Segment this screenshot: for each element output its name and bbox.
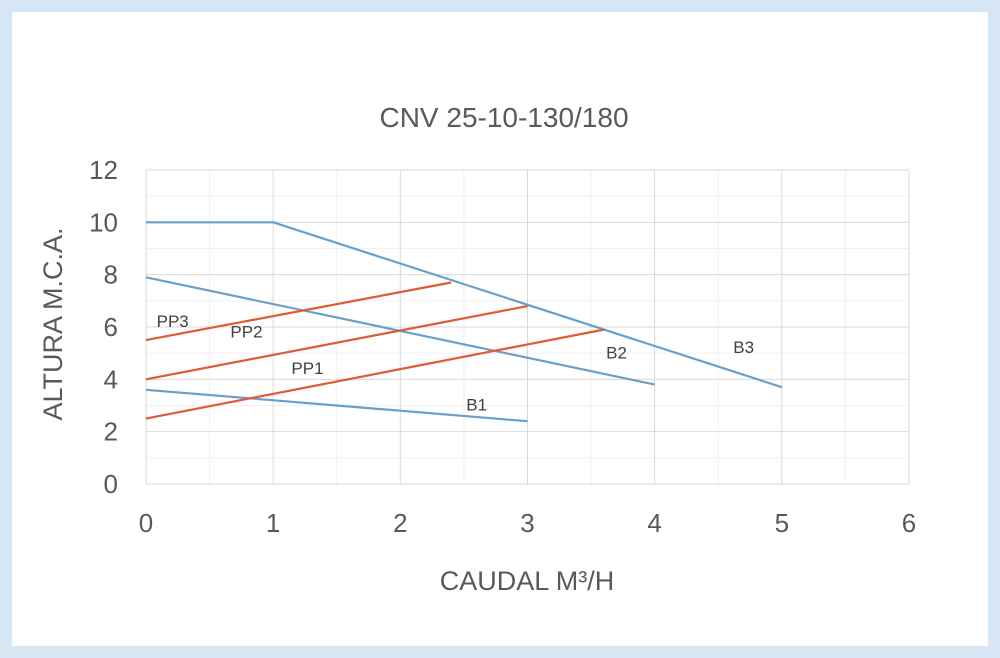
y-tick-label: 6 (104, 312, 118, 342)
x-tick-label: 3 (520, 508, 534, 538)
y-tick-label: 4 (104, 364, 118, 394)
series-label-b1: B1 (466, 396, 487, 415)
x-tick-label: 4 (647, 508, 661, 538)
series-label-pp3: PP3 (157, 312, 189, 331)
series-label-b2: B2 (606, 343, 627, 362)
x-tick-label: 1 (266, 508, 280, 538)
series-line-b1 (145, 388, 528, 423)
series-line-b3 (146, 221, 783, 389)
series-line-pp2 (145, 304, 528, 381)
x-axis-label: CAUDAL M³/H (440, 566, 615, 596)
y-tick-label: 0 (104, 469, 118, 499)
series-line-pp3 (145, 281, 452, 342)
x-tick-label: 2 (393, 508, 407, 538)
series-lines (145, 221, 783, 423)
series-line-pp1 (145, 328, 605, 420)
chart-title: CNV 25-10-130/180 (379, 102, 628, 133)
y-tick-label: 8 (104, 260, 118, 290)
major-grid (145, 169, 910, 485)
x-tick-labels: 0 1 2 3 4 5 6 (139, 508, 916, 538)
series-label-pp1: PP1 (291, 359, 323, 378)
x-tick-label: 6 (902, 508, 916, 538)
y-axis-label: ALTURA M.C.A. (38, 227, 68, 420)
series-label-b3: B3 (733, 338, 754, 357)
y-tick-label: 12 (89, 155, 118, 185)
y-tick-label: 10 (89, 207, 118, 237)
series-labels: B1 B2 B3 PP1 PP2 PP3 (157, 312, 754, 415)
y-tick-label: 2 (104, 417, 118, 447)
y-tick-labels: 0 2 4 6 8 10 12 (89, 155, 118, 499)
x-tick-label: 0 (139, 508, 153, 538)
x-tick-label: 5 (775, 508, 789, 538)
series-label-pp2: PP2 (230, 322, 262, 341)
